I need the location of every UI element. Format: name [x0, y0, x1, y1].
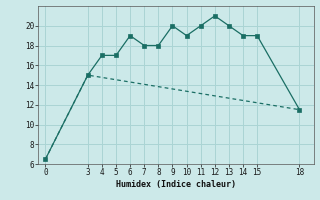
X-axis label: Humidex (Indice chaleur): Humidex (Indice chaleur): [116, 180, 236, 189]
